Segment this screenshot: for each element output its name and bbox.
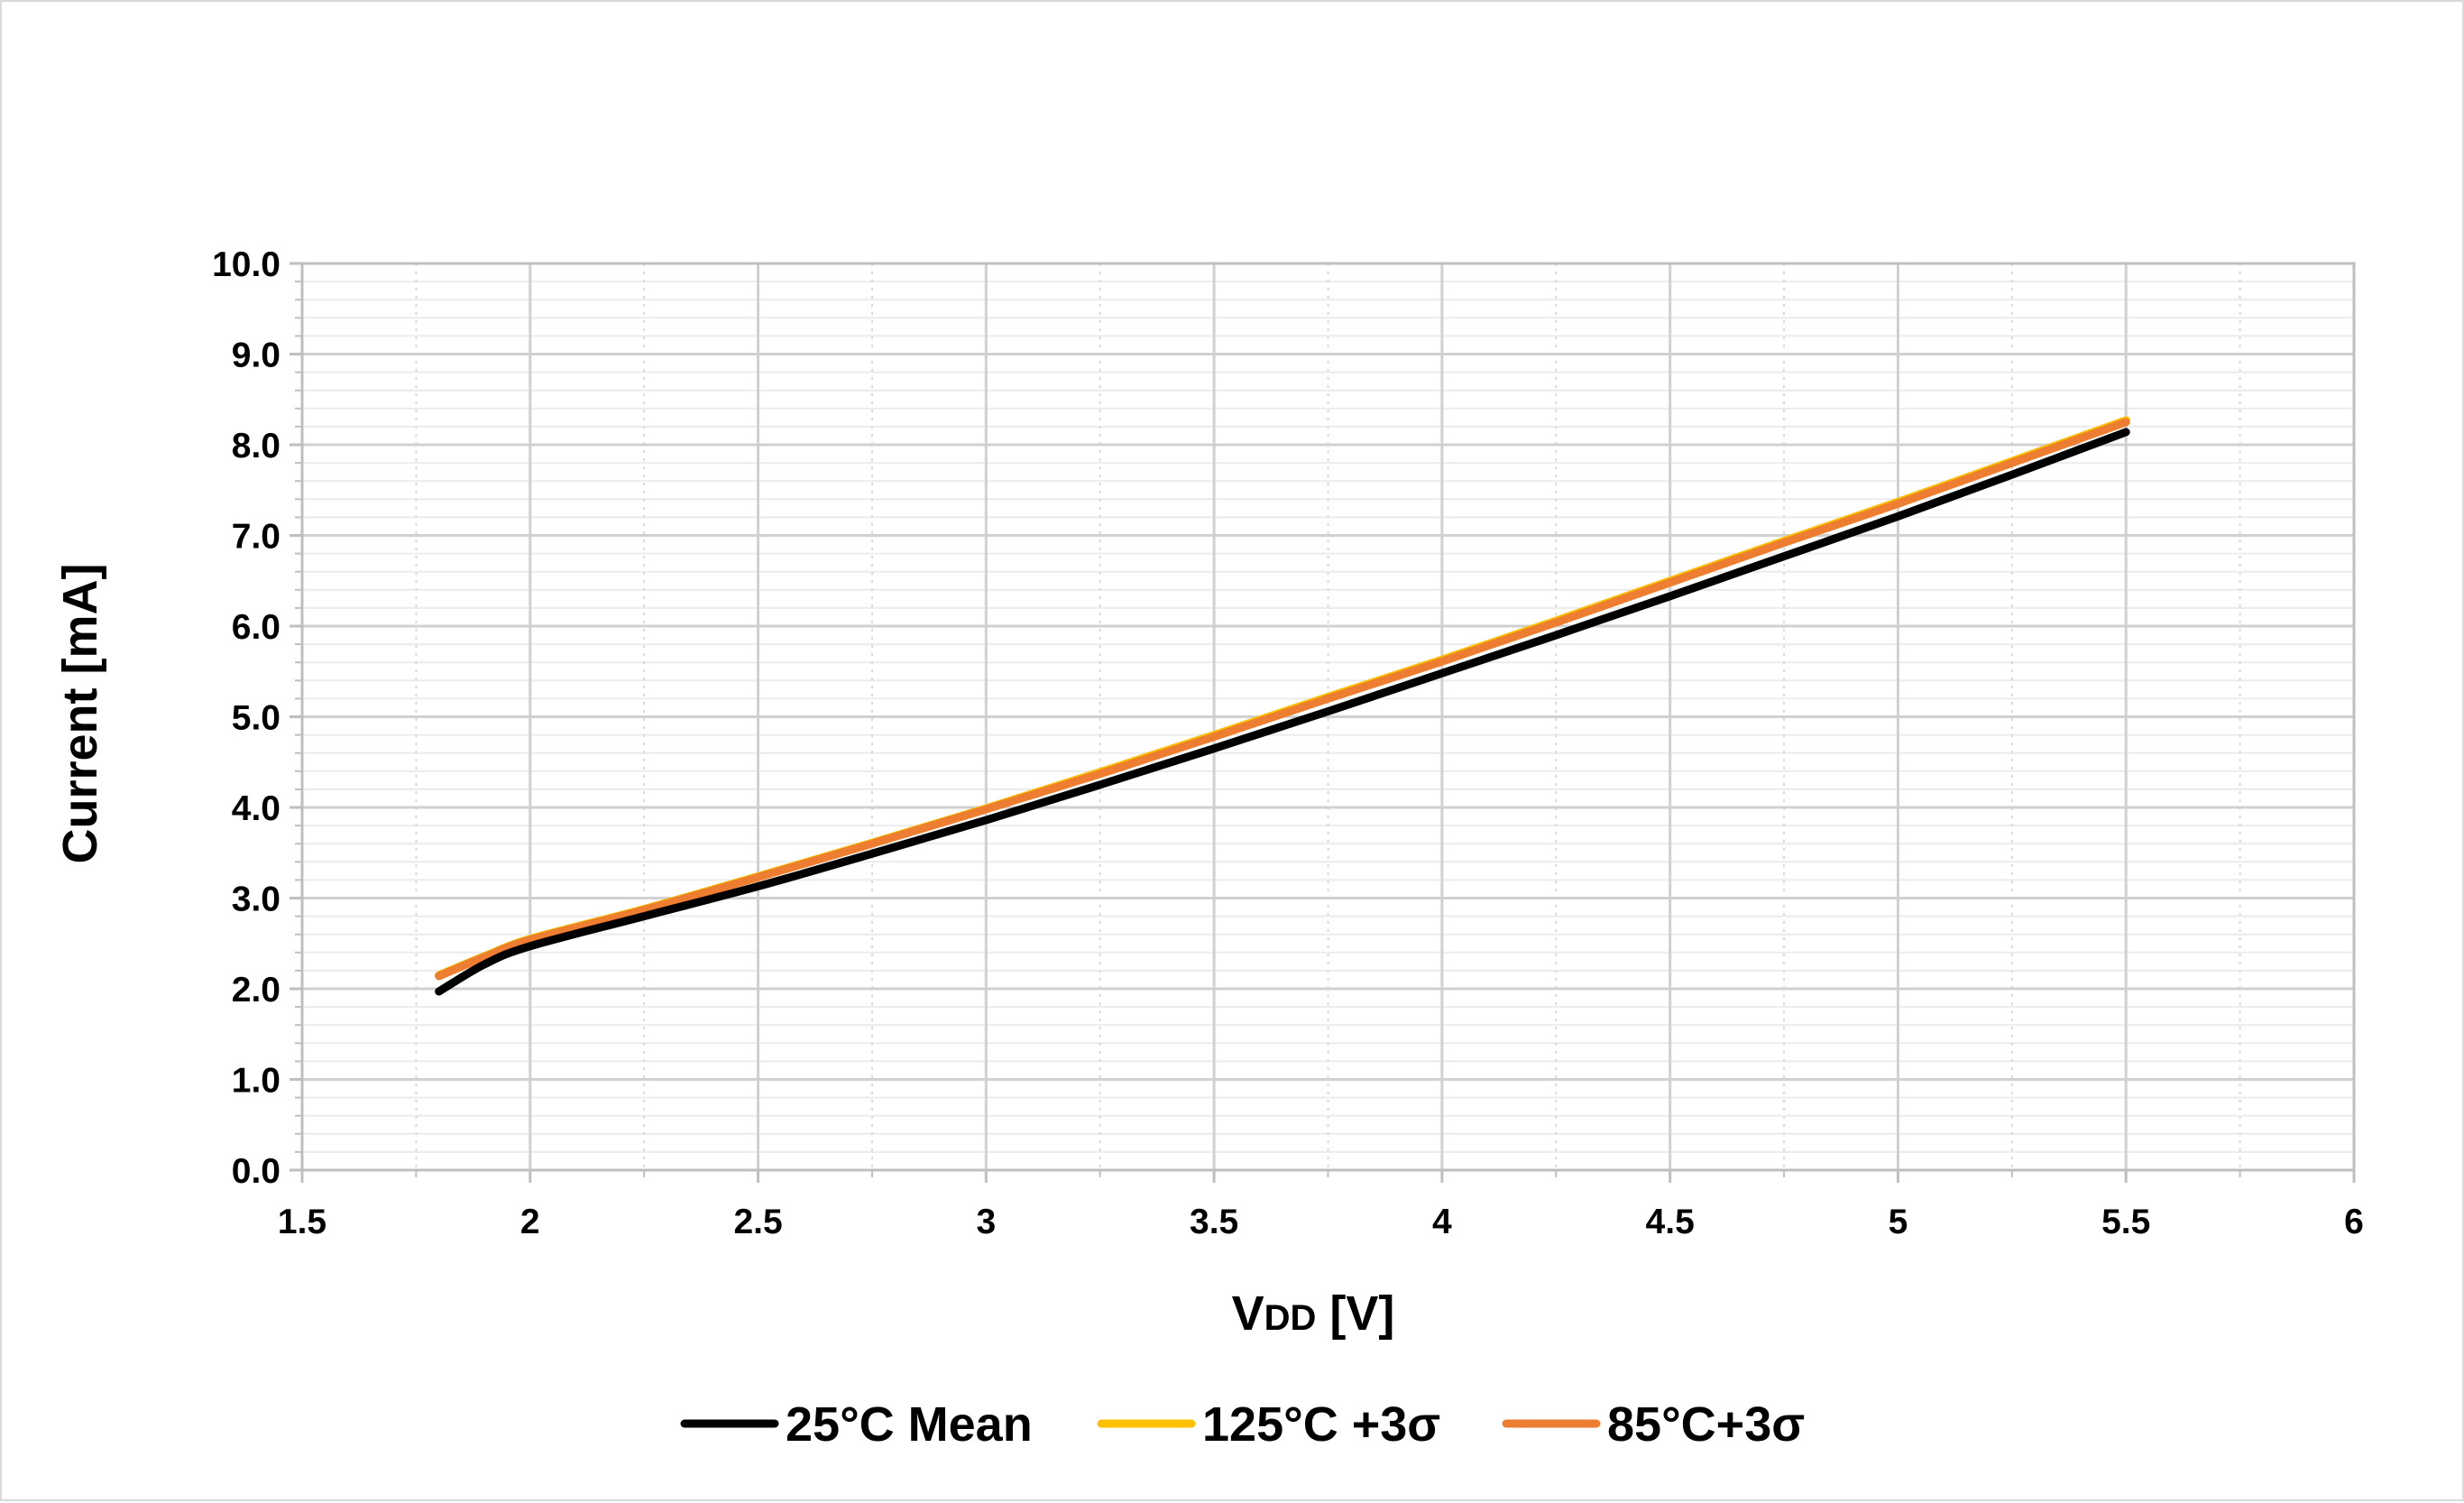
legend: 25°C Mean 125°C +3σ 85°C+3σ — [680, 1397, 1805, 1452]
x-tick-label: 3 — [976, 1203, 996, 1241]
major-gridlines — [300, 262, 2356, 1172]
series-lines — [435, 416, 2130, 996]
x-tick-label: 5.5 — [2101, 1203, 2150, 1241]
axis-ticks — [290, 262, 2356, 1183]
legend-label-2: 25°C Mean — [786, 1397, 1033, 1452]
x-axis-title-rest: [V] — [1316, 1286, 1394, 1341]
x-tick-label: 2 — [520, 1203, 540, 1241]
x-axis-title: VDD [V] — [1232, 1286, 1395, 1341]
x-axis-tick-labels: 1.5 2 2.5 3 3.5 4 4.5 5 5.5 6 — [278, 1203, 2364, 1241]
y-tick-label: 2.0 — [232, 971, 280, 1010]
y-axis-title: Current [mA] — [53, 564, 107, 864]
x-tick-label: 6 — [2344, 1203, 2364, 1241]
y-tick-label: 5.0 — [232, 699, 280, 738]
series-line-2 — [435, 428, 2130, 996]
y-tick-label: 4.0 — [232, 789, 280, 828]
x-tick-label: 2.5 — [733, 1203, 782, 1241]
x-axis-title-main: V — [1232, 1286, 1264, 1341]
series-line-0 — [435, 416, 2130, 980]
x-tick-label: 5 — [1889, 1203, 1908, 1241]
y-tick-label: 6.0 — [232, 608, 280, 647]
y-tick-label: 3.0 — [232, 881, 280, 919]
x-tick-label: 4 — [1432, 1203, 1452, 1241]
x-tick-label: 1.5 — [278, 1203, 326, 1241]
y-tick-label: 7.0 — [232, 518, 280, 557]
x-tick-label: 4.5 — [1646, 1203, 1695, 1241]
y-tick-label: 8.0 — [232, 427, 280, 466]
legend-label-0: 125°C +3σ — [1202, 1397, 1440, 1452]
y-tick-label: 10.0 — [212, 245, 280, 284]
series-line-1 — [435, 418, 2130, 981]
y-tick-label: 0.0 — [232, 1152, 280, 1191]
legend-label-1: 85°C+3σ — [1607, 1397, 1805, 1452]
y-tick-label: 1.0 — [232, 1062, 280, 1101]
x-tick-label: 3.5 — [1190, 1203, 1238, 1241]
x-axis-title-subscript: DD — [1264, 1298, 1317, 1338]
y-axis-tick-labels: 0.0 1.0 2.0 3.0 4.0 5.0 6.0 7.0 8.0 9.0 10.0 — [212, 245, 280, 1191]
y-tick-label: 9.0 — [232, 337, 280, 375]
